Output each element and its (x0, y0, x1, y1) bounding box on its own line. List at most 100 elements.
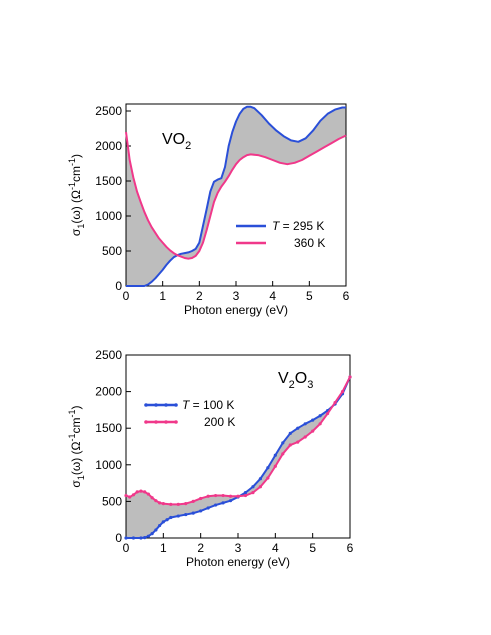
series-point-0 (258, 477, 262, 481)
x-tick-label: 0 (123, 541, 130, 555)
material-label-sub: 2 (289, 379, 295, 391)
y-axis-title-sup: -1 (67, 433, 77, 441)
y-tick-label: 2000 (95, 385, 122, 399)
series-point-1 (206, 494, 210, 498)
series-point-0 (150, 532, 154, 536)
y-axis-title-end: ) (69, 405, 83, 409)
series-point-0 (296, 426, 300, 430)
series-point-0 (139, 536, 143, 540)
y-axis-title-mid: (ω) (Ω (69, 190, 83, 224)
legend-marker-0 (164, 403, 168, 407)
series-point-0 (165, 518, 169, 522)
series-point-1 (184, 501, 188, 506)
series-point-1 (228, 494, 233, 498)
y-axis-title-sub: 1 (76, 224, 86, 229)
x-axis-title: Photon energy (eV) (186, 555, 290, 569)
y-axis-title: σ1(ω) (Ω-1cm-1) (67, 405, 86, 487)
y-axis-title-unit: cm (69, 166, 83, 182)
legend-entry-text: = 295 K (279, 219, 324, 233)
series-point-1 (158, 501, 162, 505)
legend-entry-text: 360 K (294, 236, 325, 250)
legend-marker-1 (154, 420, 158, 424)
series-point-1 (348, 375, 352, 379)
series-point-0 (214, 503, 218, 507)
x-tick-label: 4 (272, 541, 279, 555)
legend-t-symbol: T (182, 398, 191, 412)
series-point-1 (266, 476, 270, 480)
series-point-0 (143, 536, 147, 540)
series-line-1 (125, 131, 347, 260)
legend-entry-0: T = 295 K (272, 219, 324, 233)
series-point-0 (273, 453, 277, 457)
series-point-0 (199, 509, 203, 513)
x-tick-label: 5 (309, 541, 316, 555)
y-axis-title-symbol: σ (69, 480, 83, 488)
legend-entry-1: 200 K (204, 415, 235, 429)
series-point-0 (303, 422, 307, 426)
series-point-0 (266, 466, 270, 470)
series-point-1 (124, 493, 128, 498)
y-axis-title-sup: -1 (67, 409, 77, 417)
legend-entry-text: 200 K (204, 415, 235, 429)
y-tick-label: 2500 (95, 348, 122, 362)
series-point-1 (169, 502, 173, 506)
x-tick-label: 4 (269, 289, 276, 303)
series-point-0 (221, 501, 225, 505)
series-point-1 (333, 400, 337, 405)
series-point-0 (146, 534, 150, 538)
y-axis-title-sup: -1 (67, 182, 77, 190)
series-point-1 (258, 485, 262, 489)
series-point-1 (214, 493, 218, 498)
series-point-1 (236, 494, 240, 498)
series-point-1 (131, 493, 136, 497)
series-point-0 (131, 536, 136, 540)
x-axis-title: Photon energy (eV) (184, 303, 288, 317)
series-point-1 (281, 452, 285, 456)
legend-marker-1 (164, 420, 168, 424)
x-tick-label: 2 (196, 289, 203, 303)
legend-entry-text: = 100 K (189, 398, 234, 412)
series-point-0 (281, 441, 285, 445)
series-point-0 (288, 431, 292, 435)
x-tick-label: 3 (233, 289, 240, 303)
series-point-1 (150, 496, 154, 500)
y-axis-title: σ1(ω) (Ω-1cm-1) (67, 154, 86, 236)
legend-marker-1 (144, 420, 148, 424)
series-point-1 (191, 499, 195, 503)
series-point-1 (176, 502, 180, 506)
series-point-1 (288, 443, 292, 447)
x-tick-label: 6 (343, 289, 350, 303)
series-point-1 (311, 429, 315, 433)
material-label-base: VO (162, 131, 185, 148)
series-line-1 (125, 376, 351, 506)
series-point-0 (191, 511, 195, 515)
series-point-1 (326, 411, 330, 416)
difference-fill (126, 376, 350, 538)
y-tick-label: 0 (115, 531, 122, 545)
series-line-0 (126, 105, 346, 287)
series-point-0 (311, 418, 315, 422)
series-point-1 (154, 499, 158, 503)
material-label-base2: O (295, 370, 307, 387)
series-point-1 (296, 440, 300, 444)
series-point-1 (146, 492, 150, 496)
legend-entry-0: T = 100 K (182, 398, 234, 412)
series-point-0 (124, 536, 128, 540)
series-point-0 (169, 515, 173, 520)
series-point-1 (128, 495, 132, 499)
material-label: V2O3 (278, 370, 313, 391)
series-point-0 (251, 485, 255, 489)
series-point-0 (228, 499, 233, 503)
legend-marker-0 (154, 403, 158, 407)
series-point-1 (243, 493, 248, 498)
series-point-1 (199, 496, 203, 501)
material-label-sub2: 3 (307, 379, 313, 391)
material-label-base: V (278, 370, 289, 387)
y-axis-title-sup: -1 (67, 158, 77, 166)
series-point-0 (318, 414, 322, 418)
y-tick-label: 1000 (95, 209, 122, 223)
series-point-1 (340, 390, 345, 394)
x-tick-label: 2 (197, 541, 204, 555)
